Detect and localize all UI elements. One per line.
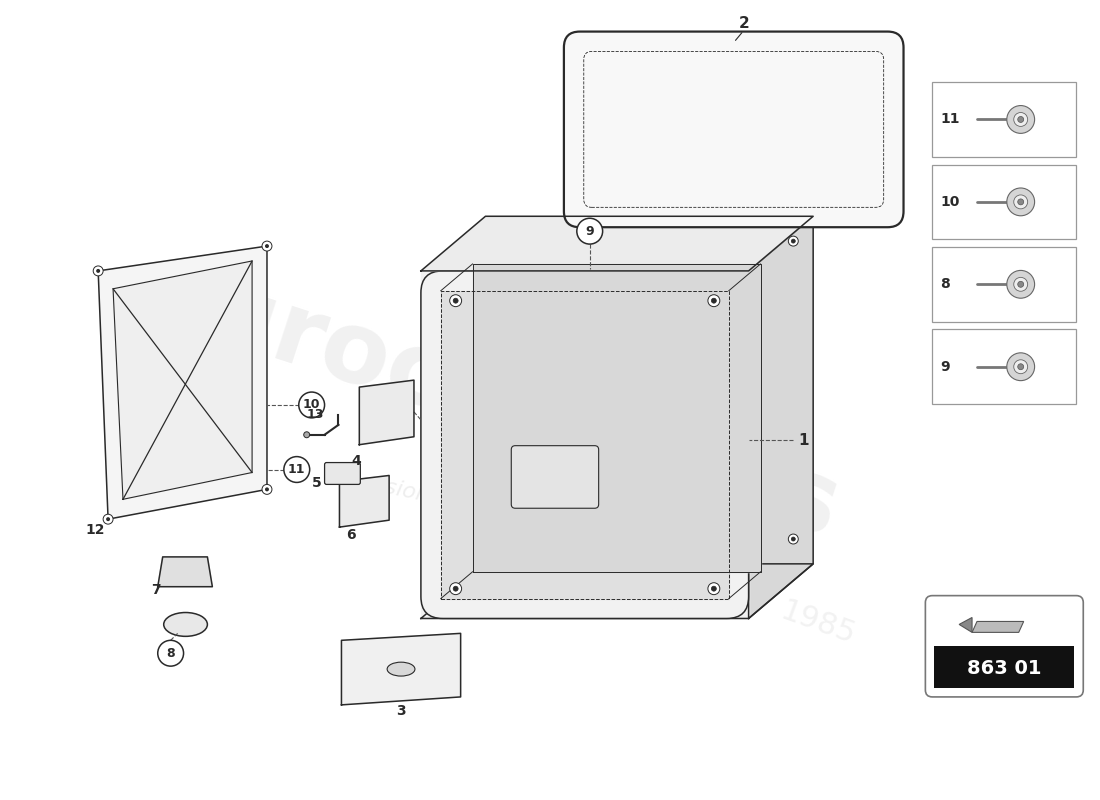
Circle shape	[1006, 188, 1035, 216]
Circle shape	[1018, 199, 1024, 205]
Polygon shape	[749, 216, 813, 618]
Text: 1: 1	[799, 433, 808, 448]
Circle shape	[1006, 106, 1035, 134]
Circle shape	[1014, 278, 1027, 291]
Text: 4: 4	[351, 454, 361, 467]
Circle shape	[1014, 360, 1027, 374]
Text: 2: 2	[739, 16, 749, 30]
Circle shape	[157, 640, 184, 666]
Circle shape	[453, 298, 458, 303]
Circle shape	[265, 487, 269, 491]
Bar	[933, 82, 1076, 157]
Polygon shape	[157, 557, 212, 586]
Ellipse shape	[164, 613, 208, 636]
Circle shape	[106, 517, 110, 521]
Bar	[933, 247, 1076, 322]
Polygon shape	[421, 271, 749, 618]
Circle shape	[103, 514, 113, 524]
Circle shape	[791, 537, 795, 541]
Polygon shape	[340, 475, 389, 527]
Text: 3: 3	[396, 704, 406, 718]
Circle shape	[708, 582, 719, 594]
Circle shape	[789, 236, 799, 246]
Polygon shape	[473, 264, 760, 572]
Circle shape	[1018, 364, 1024, 370]
Polygon shape	[113, 261, 252, 499]
Circle shape	[450, 582, 462, 594]
Circle shape	[1018, 117, 1024, 122]
Circle shape	[262, 241, 272, 251]
Bar	[934, 646, 1075, 688]
Circle shape	[712, 586, 716, 591]
Text: 13: 13	[307, 408, 324, 421]
Bar	[933, 165, 1076, 239]
Text: 8: 8	[166, 646, 175, 660]
Text: 9: 9	[585, 225, 594, 238]
Circle shape	[1006, 270, 1035, 298]
Circle shape	[299, 392, 324, 418]
Polygon shape	[580, 47, 888, 211]
Text: 5: 5	[311, 476, 321, 490]
Circle shape	[262, 485, 272, 494]
Text: 8: 8	[940, 278, 950, 291]
Polygon shape	[421, 216, 813, 271]
Circle shape	[791, 239, 795, 243]
Circle shape	[576, 218, 603, 244]
Circle shape	[1006, 353, 1035, 381]
Circle shape	[1018, 282, 1024, 287]
FancyBboxPatch shape	[324, 462, 361, 485]
Circle shape	[284, 457, 310, 482]
Text: a passion for parts since 1985: a passion for parts since 1985	[323, 465, 657, 554]
Circle shape	[453, 586, 458, 591]
Circle shape	[265, 244, 269, 248]
Text: 6: 6	[346, 528, 356, 542]
Ellipse shape	[387, 662, 415, 676]
Circle shape	[304, 432, 310, 438]
Text: 11: 11	[288, 463, 306, 476]
Polygon shape	[421, 564, 813, 618]
Polygon shape	[441, 290, 728, 598]
Circle shape	[1014, 113, 1027, 126]
Circle shape	[94, 266, 103, 276]
Bar	[933, 330, 1076, 404]
Circle shape	[712, 298, 716, 303]
Polygon shape	[959, 618, 972, 632]
Polygon shape	[360, 380, 414, 445]
FancyBboxPatch shape	[512, 446, 598, 508]
FancyBboxPatch shape	[584, 51, 883, 207]
FancyBboxPatch shape	[925, 596, 1084, 697]
Polygon shape	[972, 622, 1024, 632]
Polygon shape	[341, 634, 461, 705]
Text: 9: 9	[940, 360, 950, 374]
Circle shape	[450, 294, 462, 306]
Text: 7: 7	[151, 582, 161, 597]
PathPatch shape	[421, 271, 749, 618]
Circle shape	[96, 269, 100, 273]
Text: eurocarparts: eurocarparts	[129, 242, 851, 558]
FancyBboxPatch shape	[564, 31, 903, 227]
Text: 12: 12	[86, 523, 104, 537]
Text: 10: 10	[302, 398, 320, 411]
Text: 1985: 1985	[777, 597, 859, 650]
Circle shape	[1014, 195, 1027, 209]
Text: 10: 10	[940, 195, 959, 209]
Circle shape	[708, 294, 719, 306]
Text: 11: 11	[940, 113, 960, 126]
Polygon shape	[98, 246, 267, 519]
Circle shape	[789, 534, 799, 544]
Text: 863 01: 863 01	[967, 658, 1041, 678]
